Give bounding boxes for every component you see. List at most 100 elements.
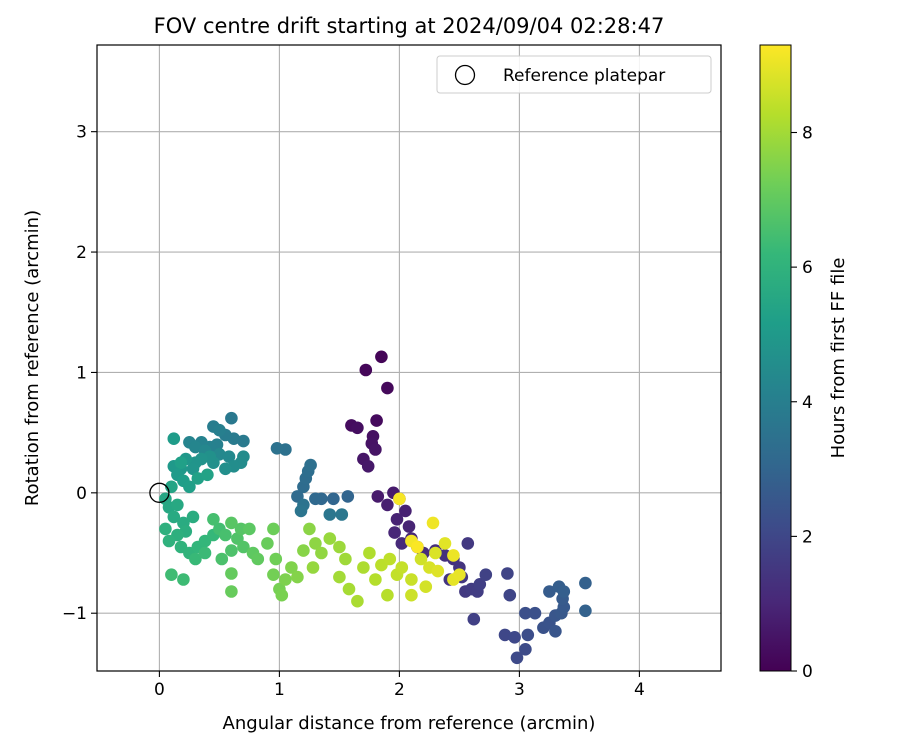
reference-marker-layer	[149, 482, 170, 503]
colorbar-tick-label: 0	[802, 662, 813, 682]
data-point	[411, 540, 424, 554]
data-point	[309, 537, 322, 550]
reference-platepar-marker	[149, 482, 170, 503]
data-point	[579, 576, 592, 590]
data-point	[361, 460, 375, 473]
data-point	[399, 504, 412, 518]
data-point	[309, 492, 322, 506]
y-tick-label: 1	[76, 363, 87, 383]
data-point	[359, 363, 373, 377]
data-point	[369, 443, 382, 456]
data-point	[335, 508, 349, 521]
data-point	[198, 546, 212, 560]
data-point	[395, 537, 409, 550]
colorbar: 0 2 4 6 8 Hours from first FF file	[759, 44, 849, 682]
y-tick-label: 0	[76, 484, 87, 504]
data-point	[207, 513, 220, 526]
data-point	[381, 588, 394, 602]
colorbar-label: Hours from first FF file	[828, 258, 849, 459]
y-tick-label: 3	[76, 123, 87, 143]
data-point	[528, 606, 542, 620]
colorbar-tick-label: 2	[802, 527, 813, 547]
data-point	[508, 631, 521, 644]
data-point	[402, 520, 416, 533]
data-point	[297, 544, 310, 557]
data-point	[237, 434, 250, 448]
data-point	[370, 414, 383, 427]
data-point	[159, 522, 172, 536]
data-point	[219, 528, 232, 542]
data-point	[447, 549, 460, 562]
data-point	[261, 537, 274, 550]
x-axis-ticks: 0 1 2 3 4	[154, 671, 645, 700]
data-point	[225, 516, 238, 530]
colorbar-gradient	[759, 44, 792, 672]
data-point	[363, 546, 376, 560]
y-axis-ticks: −1 0 1 2 3	[62, 123, 97, 624]
x-tick-label: 2	[394, 680, 405, 700]
data-point	[225, 567, 238, 580]
data-point	[503, 588, 517, 602]
data-point	[291, 570, 304, 584]
data-point	[339, 552, 352, 566]
data-point	[191, 472, 205, 485]
y-axis-label: Rotation from reference (arcmin)	[22, 210, 43, 506]
chart-title: FOV centre drift starting at 2024/09/04 …	[154, 14, 665, 38]
data-point	[357, 561, 370, 574]
data-point	[414, 552, 428, 566]
data-point	[215, 552, 229, 566]
data-point	[479, 568, 493, 581]
data-point	[426, 516, 440, 530]
data-point	[177, 573, 190, 586]
data-point	[327, 492, 340, 506]
data-point	[201, 468, 214, 482]
data-point	[405, 588, 418, 602]
data-point	[498, 628, 512, 642]
y-tick-label: −1	[62, 604, 87, 624]
data-point	[341, 490, 355, 503]
data-point	[405, 573, 418, 586]
data-point	[167, 432, 181, 446]
data-point	[453, 568, 466, 581]
data-point	[267, 568, 280, 581]
data-point	[375, 350, 388, 364]
data-point	[519, 606, 532, 620]
data-point	[549, 625, 562, 638]
data-point	[395, 561, 409, 574]
data-point	[225, 411, 238, 425]
data-point	[270, 442, 284, 455]
grid-lines	[97, 45, 721, 671]
legend-box	[436, 55, 712, 94]
data-point	[323, 508, 337, 521]
data-point	[342, 582, 356, 596]
data-point	[388, 526, 401, 539]
data-point	[183, 480, 196, 494]
data-point	[519, 643, 532, 656]
data-point	[431, 564, 445, 578]
data-point	[579, 604, 592, 618]
data-point	[521, 628, 535, 642]
data-point	[275, 588, 289, 602]
data-point	[467, 612, 481, 626]
data-point	[438, 537, 452, 550]
data-point	[419, 580, 433, 593]
data-point	[390, 513, 404, 526]
data-point	[306, 561, 320, 574]
data-point	[501, 567, 514, 580]
data-point	[381, 498, 394, 512]
data-point	[315, 546, 328, 560]
x-tick-label: 1	[274, 680, 285, 700]
colorbar-tick-label: 4	[802, 393, 813, 413]
data-point	[285, 561, 298, 574]
data-point	[510, 651, 524, 665]
data-point	[393, 492, 406, 506]
data-point	[186, 462, 200, 476]
data-point	[461, 537, 475, 550]
data-point	[323, 532, 337, 545]
data-point	[381, 381, 394, 395]
legend: Reference platepar	[436, 55, 712, 94]
x-tick-label: 0	[154, 680, 165, 700]
data-point	[165, 568, 178, 581]
x-tick-label: 4	[634, 680, 645, 700]
